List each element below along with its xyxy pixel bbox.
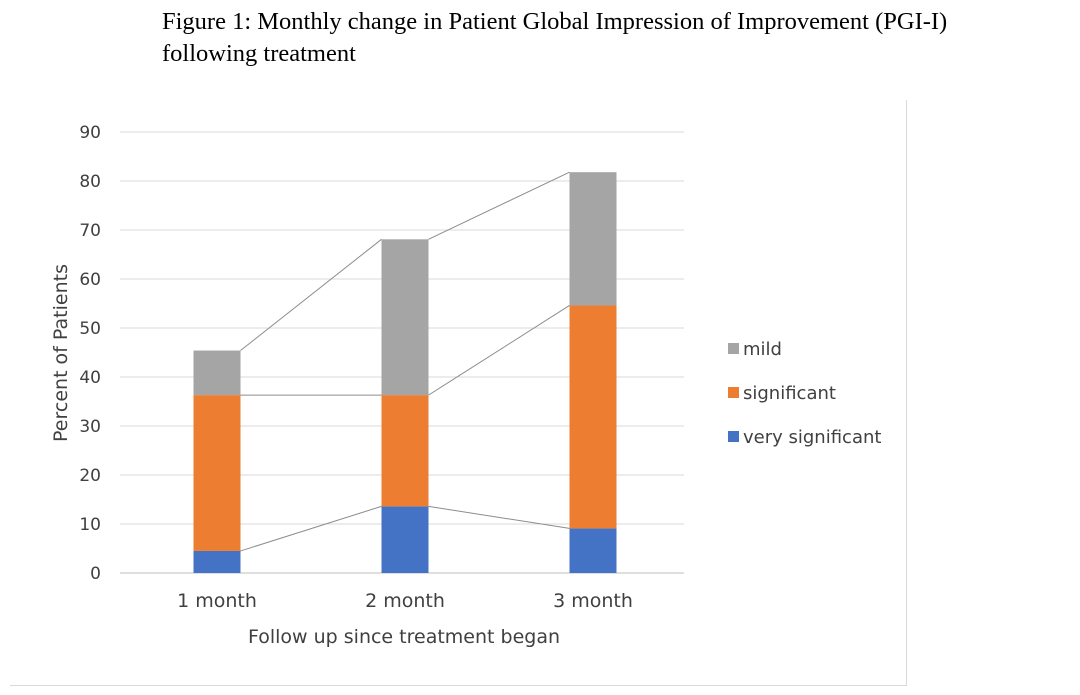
bar-significant-3 [569, 305, 617, 529]
y-tick-label: 50 [79, 319, 101, 339]
bar-very-significant-3 [569, 528, 617, 573]
bar-mild-1 [193, 350, 241, 396]
x-tick-label: 3 month [553, 590, 633, 612]
y-axis-label: Percent of Patients [50, 264, 72, 442]
figure-caption: Figure 1: Monthly change in Patient Glob… [162, 6, 1072, 70]
bar-mild-2 [381, 239, 429, 396]
legend-label-very-significant: very significant [743, 427, 881, 448]
series-line-significant [428, 305, 570, 396]
bar-very-significant-1 [193, 550, 241, 573]
y-tick-label: 90 [79, 123, 101, 143]
bar-significant-1 [193, 395, 241, 551]
series-line-very-significant [428, 505, 570, 529]
legend-label-mild: mild [743, 339, 782, 360]
series-line-very-significant [240, 505, 382, 552]
x-tick-label: 2 month [365, 590, 445, 612]
legend-label-significant: significant [743, 383, 836, 404]
y-tick-label: 20 [79, 466, 101, 486]
series-line-mild [240, 238, 382, 351]
y-tick-label: 60 [79, 270, 101, 290]
y-tick-label: 80 [79, 172, 101, 192]
bar-very-significant-2 [381, 506, 429, 573]
legend-swatch-significant [728, 387, 739, 398]
x-tick-label: 1 month [177, 590, 257, 612]
bar-significant-2 [381, 395, 429, 507]
y-tick-label: 40 [79, 368, 101, 388]
legend-swatch-mild [728, 343, 739, 354]
y-tick-label: 30 [79, 417, 101, 437]
y-tick-label: 0 [90, 564, 101, 584]
y-tick-label: 70 [79, 221, 101, 241]
chart-frame [10, 100, 907, 686]
bar-mild-3 [569, 172, 617, 306]
figure-caption-line-2: following treatment [162, 40, 356, 67]
series-line-mild [428, 171, 570, 240]
legend-swatch-very-significant [728, 431, 739, 442]
x-axis-label: Follow up since treatment began [248, 626, 560, 648]
figure-caption-line-1: Figure 1: Monthly change in Patient Glob… [162, 8, 948, 35]
y-tick-label: 10 [79, 515, 101, 535]
